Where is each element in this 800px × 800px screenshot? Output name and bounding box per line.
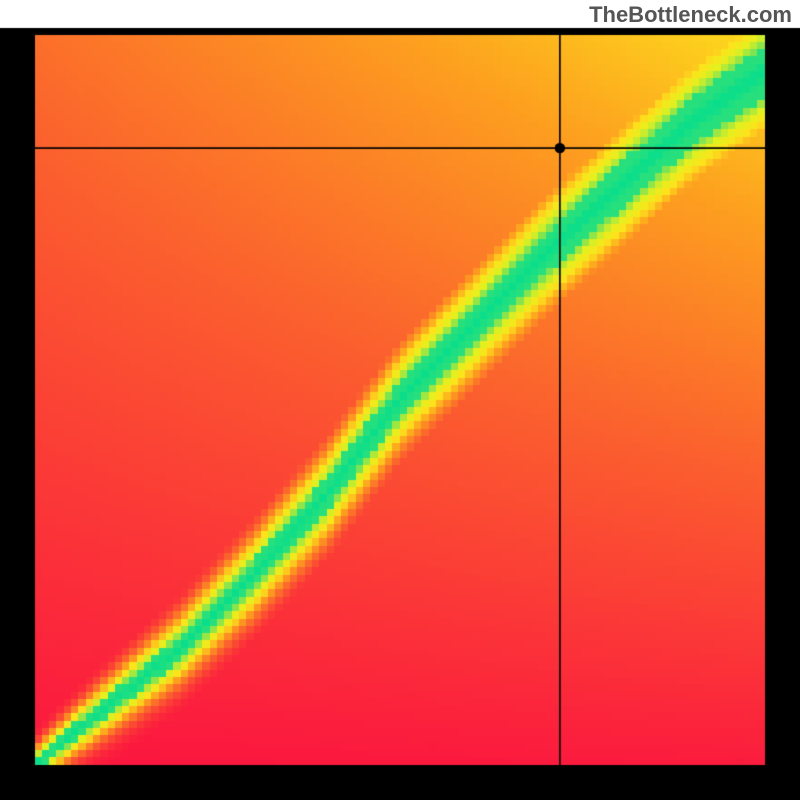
heatmap-canvas [0,0,800,800]
bottleneck-heatmap: TheBottleneck.com [0,0,800,800]
